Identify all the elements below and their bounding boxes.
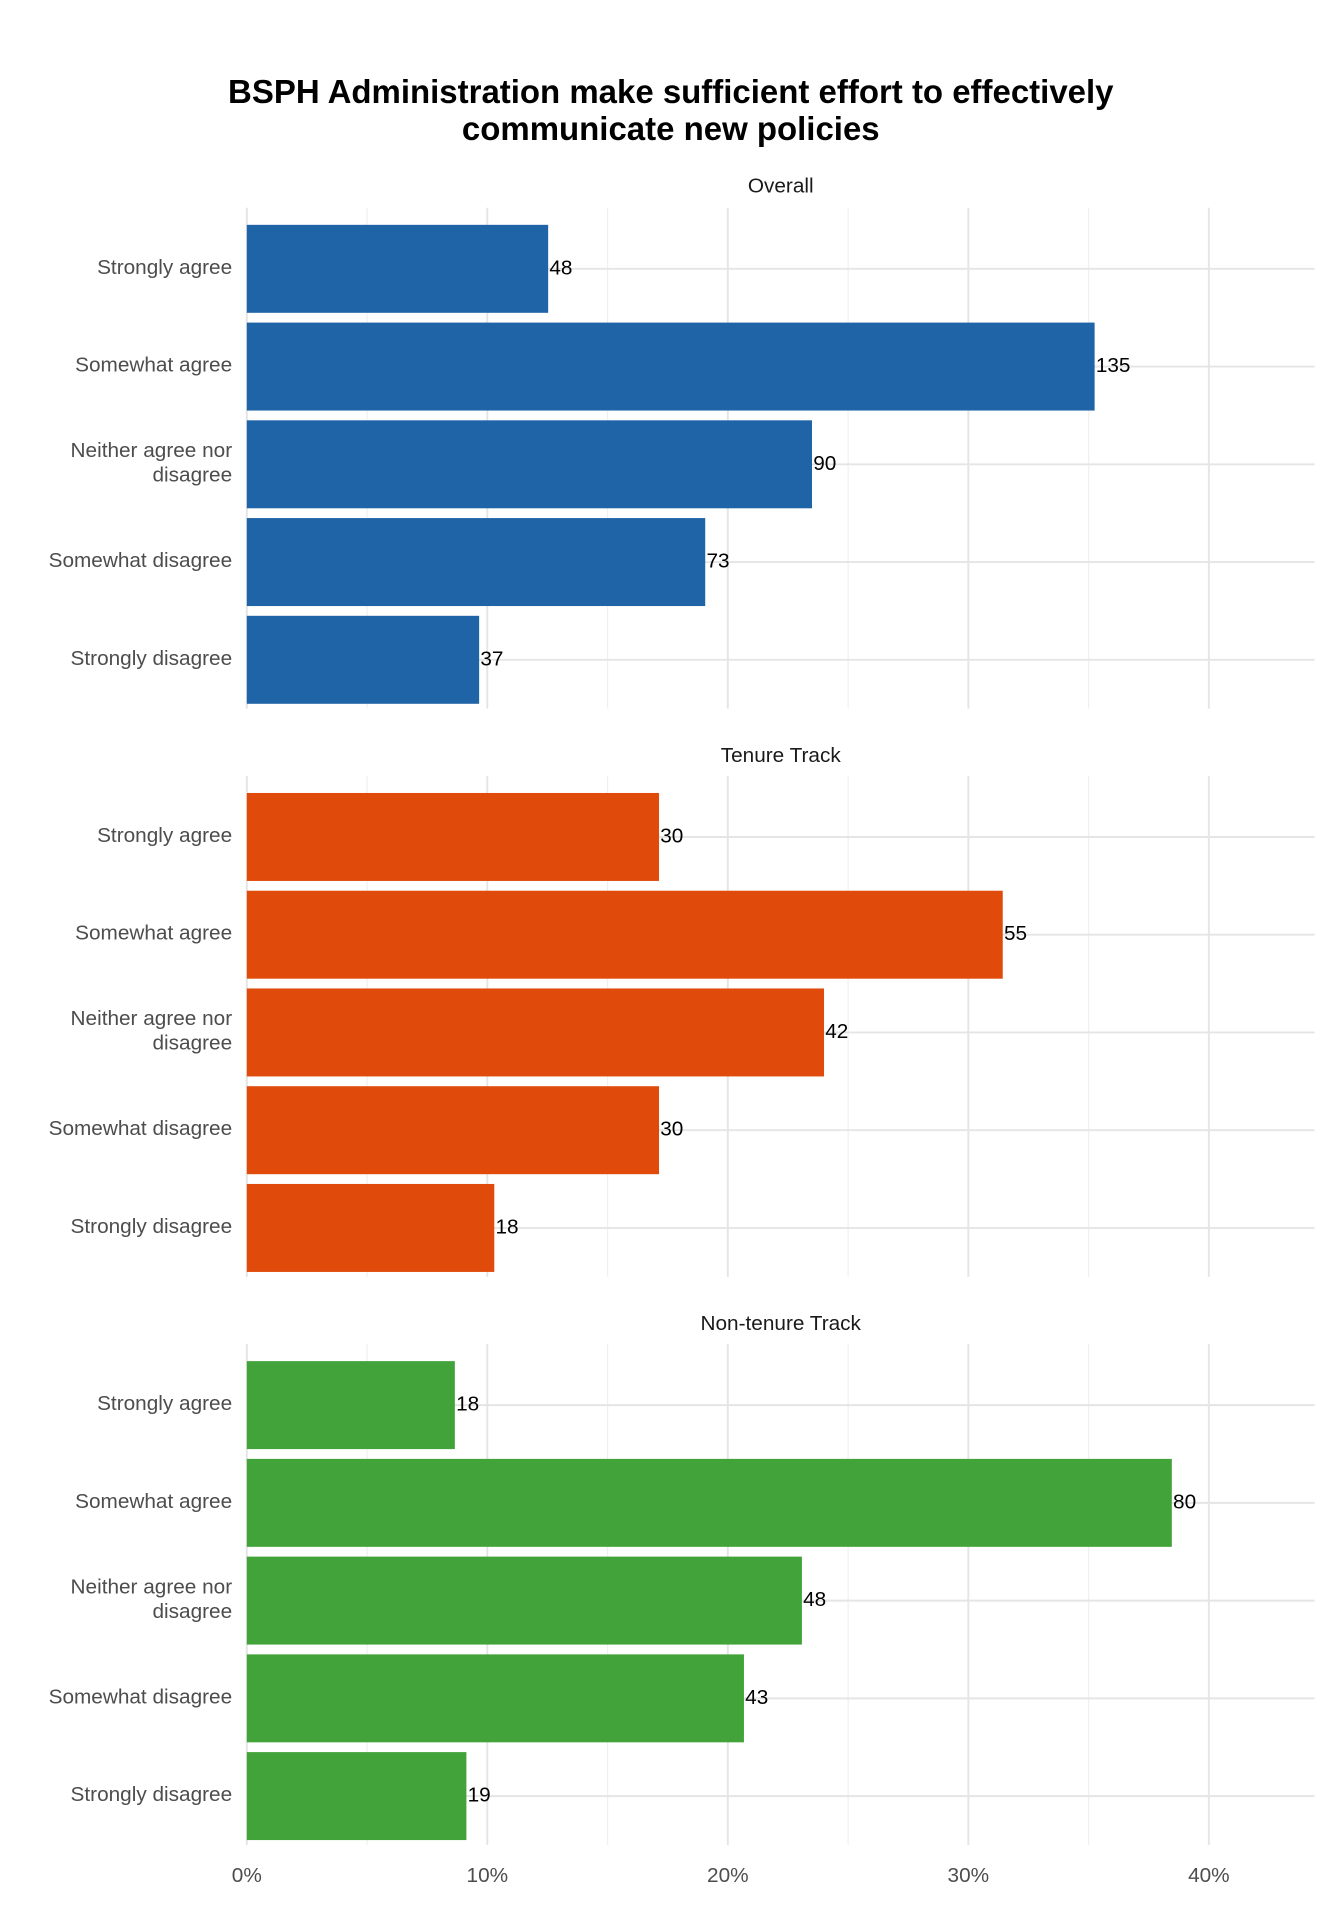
y-tick-label: Neither agree nor disagree <box>71 1576 233 1623</box>
value-label: 55 <box>1004 922 1027 945</box>
value-label: 18 <box>496 1215 519 1238</box>
x-tick-label: 20% <box>707 1864 749 1887</box>
y-tick-label: Neither agree nor disagree <box>71 440 233 487</box>
value-label: 30 <box>660 1118 683 1141</box>
x-tick-label: 40% <box>1188 1864 1230 1887</box>
bar <box>246 792 660 881</box>
value-label: 90 <box>813 452 836 475</box>
strip-title: Non-tenure Track <box>701 1312 862 1335</box>
y-tick-label: Strongly agree <box>97 1393 232 1416</box>
bar <box>246 322 1095 411</box>
bar <box>246 224 549 313</box>
value-label: 48 <box>549 256 572 279</box>
y-tick-label: Strongly disagree <box>71 1784 233 1807</box>
y-tick-label: Strongly agree <box>97 256 232 279</box>
bar <box>246 1556 802 1645</box>
y-tick-label: Somewhat disagree <box>49 550 233 573</box>
bar <box>246 1458 1172 1547</box>
strip-title: Overall <box>748 174 814 197</box>
chart-title: BSPH Administration make sufficient effo… <box>228 73 1114 147</box>
bar <box>246 1086 660 1175</box>
y-tick-label: Somewhat disagree <box>49 1686 233 1709</box>
bar <box>246 1654 744 1743</box>
value-label: 135 <box>1096 354 1131 377</box>
y-tick-label: Strongly disagree <box>71 1215 233 1238</box>
y-tick-label: Neither agree nor disagree <box>71 1008 233 1055</box>
value-label: 37 <box>480 647 503 670</box>
bar <box>246 518 706 607</box>
value-label: 48 <box>803 1588 826 1611</box>
y-tick-label: Somewhat agree <box>75 1490 232 1513</box>
value-label: 42 <box>825 1020 848 1043</box>
value-label: 73 <box>706 550 729 573</box>
value-label: 30 <box>660 824 683 847</box>
bar <box>246 615 480 704</box>
y-tick-label: Strongly agree <box>97 824 232 847</box>
y-tick-label: Somewhat disagree <box>49 1118 233 1141</box>
value-label: 19 <box>468 1784 491 1807</box>
y-tick-label: Strongly disagree <box>71 647 233 670</box>
y-tick-label: Somewhat agree <box>75 354 232 377</box>
bar <box>246 1183 495 1272</box>
value-label: 43 <box>745 1686 768 1709</box>
bar <box>246 890 1003 979</box>
bar <box>246 1752 467 1841</box>
bar <box>246 988 825 1077</box>
bar <box>246 420 813 509</box>
strip-title: Tenure Track <box>721 744 842 767</box>
value-label: 80 <box>1173 1490 1196 1513</box>
x-tick-label: 10% <box>467 1864 509 1887</box>
x-tick-label: 30% <box>948 1864 990 1887</box>
x-tick-label: 0% <box>232 1864 262 1887</box>
bar <box>246 1361 455 1450</box>
value-label: 18 <box>456 1393 479 1416</box>
y-tick-label: Somewhat agree <box>75 922 232 945</box>
